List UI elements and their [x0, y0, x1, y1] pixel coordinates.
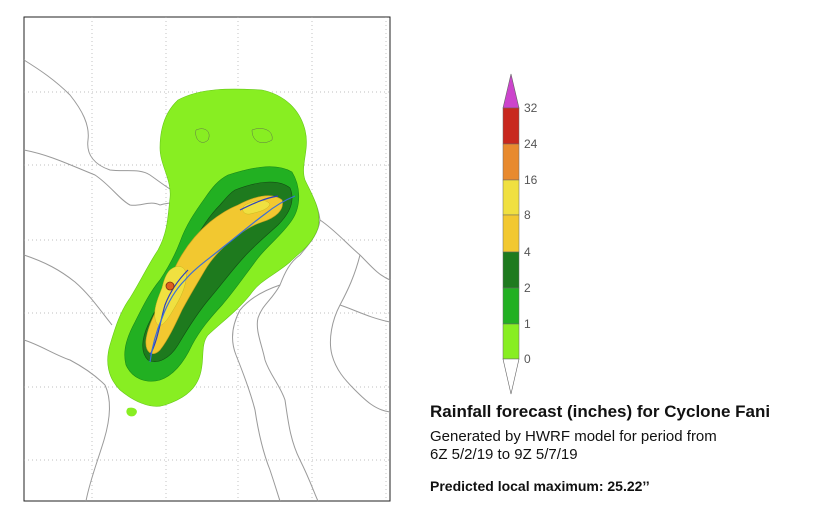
predicted-maximum: Predicted local maximum: 25.22’’ [430, 478, 650, 494]
legend-arrow-bottom [502, 358, 520, 395]
rain-patch-north [195, 128, 210, 143]
caption-title: Rainfall forecast (inches) for Cyclone F… [430, 402, 771, 421]
storm-track [149, 195, 296, 363]
caption: Rainfall forecast (inches) for Cyclone F… [430, 402, 830, 495]
legend-arrow-top [502, 73, 520, 109]
legend-label-8: 8 [524, 208, 531, 222]
legend-label-1: 1 [524, 317, 531, 331]
rain-patch-northeast [251, 128, 273, 143]
legend-band-0-1 [502, 323, 520, 360]
legend-label-16: 16 [524, 173, 538, 187]
rain-patch-south [126, 407, 137, 417]
legend-band-8-16 [502, 179, 520, 216]
legend-band-2-4 [502, 251, 520, 289]
rainfall-shading [107, 88, 320, 417]
legend-label-0: 0 [524, 352, 531, 366]
caption-subtitle-line1: Generated by HWRF model for period from [430, 428, 717, 445]
legend-label-32: 32 [524, 101, 538, 115]
legend-band-24-32 [502, 107, 520, 145]
caption-subtitle-line2: 6Z 5/2/19 to 9Z 5/7/19 [430, 446, 578, 463]
legend-band-1-2 [502, 287, 520, 325]
legend-label-24: 24 [524, 137, 538, 151]
rain-8-16-region-2 [242, 200, 271, 215]
legend-label-2: 2 [524, 281, 531, 295]
legend-band-4-8 [502, 214, 520, 253]
max-rainfall-marker [165, 281, 175, 291]
legend-band-16-24 [502, 143, 520, 181]
rain-heavy-core [149, 195, 279, 356]
legend-label-4: 4 [524, 245, 531, 259]
